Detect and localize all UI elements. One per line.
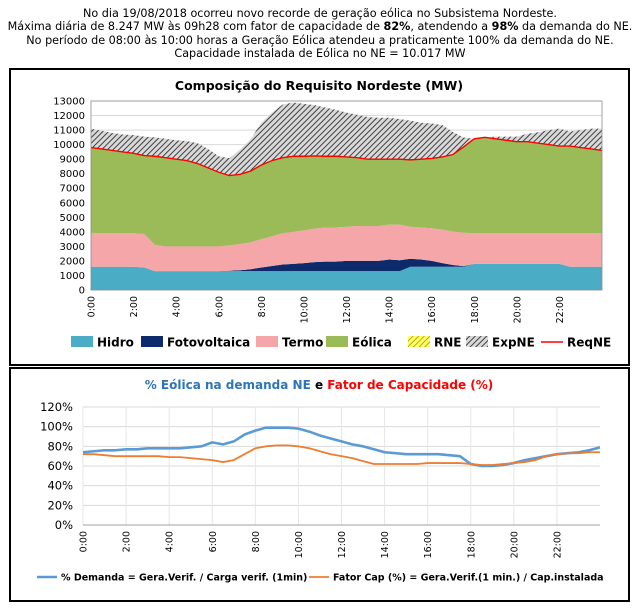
y-tick-label: 13000	[53, 97, 85, 108]
area-hidro	[91, 263, 602, 290]
y-tick-label: 40%	[47, 479, 73, 493]
x-tick-label: 16:00	[427, 296, 438, 323]
x-tick-label: 18:00	[466, 531, 477, 558]
x-tick-label: 10:00	[294, 531, 305, 558]
legend-swatch-termo	[256, 336, 278, 347]
header-line-2: Máxima diária de 8.247 MW às 09h28 com f…	[0, 20, 640, 33]
header-line-2-a: Máxima diária de 8.247 MW às 09h28 com f…	[7, 20, 384, 34]
area-elica	[91, 137, 602, 247]
x-tick-label: 10:00	[299, 296, 310, 323]
x-tick-label: 6:00	[214, 296, 225, 317]
y-tick-label: 80%	[47, 439, 73, 453]
x-tick-label: 14:00	[385, 296, 396, 323]
composition-chart-panel: Composição do Requisito Nordeste (MW) 0 10…	[9, 68, 630, 366]
legend-swatch-expne	[466, 336, 488, 347]
header-line-2-e: da demanda do NE.	[518, 20, 633, 34]
legend-swatch-hidro	[71, 336, 93, 347]
legend-label-elica: Eólica	[352, 336, 392, 350]
legend-label-rne: RNE	[434, 336, 461, 350]
x-tick-label: 12:00	[342, 296, 353, 323]
line-series-1	[83, 444, 600, 466]
y-tick-label: 0	[79, 286, 85, 297]
x-tick-label: 20:00	[509, 531, 520, 558]
x-tick-label: 2:00	[129, 296, 140, 317]
area-fotovoltaica	[91, 258, 602, 272]
header-line-1: No dia 19/08/2018 ocorreu novo recorde d…	[83, 7, 557, 20]
y-tick-label: 8000	[60, 169, 85, 180]
chart-title-part-b: e	[311, 378, 328, 392]
legend-label-hidro: Hidro	[97, 336, 134, 350]
x-tick-label: 4:00	[165, 531, 176, 552]
chart-title: Composição do Requisito Nordeste (MW)	[175, 78, 463, 93]
header-text: No dia 19/08/2018 ocorreu novo recorde d…	[0, 7, 640, 61]
y-tick-label: 10000	[53, 140, 85, 151]
y-tick-label: 12000	[53, 111, 85, 122]
y-tick-label: 2000	[60, 256, 85, 267]
y-tick-label: 7000	[60, 184, 85, 195]
x-tick-label: 8:00	[257, 296, 268, 317]
y-tick-label: 6000	[60, 198, 85, 209]
x-tick-label: 8:00	[251, 531, 262, 552]
x-tick-label: 6:00	[208, 531, 219, 552]
x-tick-label: 22:00	[555, 296, 566, 323]
x-tick-label: 14:00	[380, 531, 391, 558]
header-line-2-c: , atendendo a	[410, 20, 492, 34]
percent-chart: % Eólica na demanda NE e Fator de Capaci…	[37, 378, 604, 584]
chart-title-part-c: Fator de Capacidade (%)	[327, 378, 493, 392]
legend-swatch-fotovoltaica	[141, 336, 163, 347]
area-expne	[91, 102, 602, 176]
y-tick-label: 0%	[55, 518, 73, 532]
y-tick-label: 4000	[60, 227, 85, 238]
x-tick-label: 18:00	[470, 296, 481, 323]
demand-share-highlight: 98%	[491, 20, 519, 34]
legend-label-expne: ExpNE	[492, 336, 535, 350]
chart-title: % Eólica na demanda NE e Fator de Capaci…	[145, 378, 494, 392]
x-tick-label: 12:00	[337, 531, 348, 558]
header-line-3: No período de 08:00 às 10:00 horas a Ger…	[26, 33, 614, 47]
y-tick-label: 100%	[40, 420, 73, 434]
x-tick-label: 0:00	[79, 531, 90, 552]
x-tick-label: 16:00	[423, 531, 434, 558]
x-tick-label: 4:00	[172, 296, 183, 317]
chart-title-part-a: % Eólica na demanda NE	[145, 378, 311, 392]
y-tick-label: 5000	[60, 213, 85, 224]
x-tick-label: 22:00	[552, 531, 563, 558]
x-tick-label: 20:00	[512, 296, 523, 323]
x-tick-label: 2:00	[122, 531, 133, 552]
y-tick-label: 20%	[47, 498, 73, 512]
y-tick-label: 1000	[60, 271, 85, 282]
legend-swatch-elica	[326, 336, 348, 347]
legend-label-series-0: % Demanda = Gera.Verif. / Carga verif. (…	[61, 573, 307, 584]
area-termo	[91, 224, 602, 272]
y-tick-label: 3000	[60, 242, 85, 253]
capacity-factor-highlight: 82%	[383, 20, 411, 34]
percent-chart-panel: % Eólica na demanda NE e Fator de Capaci…	[9, 367, 630, 602]
y-tick-label: 11000	[53, 126, 85, 137]
line-reqne	[90, 136, 603, 177]
legend-label-series-1: Fator Cap (%) = Gera.Verif.(1 min.) / Ca…	[333, 573, 604, 584]
legend-label-fotovoltaica: Fotovoltaica	[167, 336, 250, 350]
legend-swatch-rne	[408, 336, 430, 347]
y-tick-label: 60%	[47, 459, 73, 473]
legend-label-termo: Termo	[282, 336, 323, 350]
y-tick-label: 120%	[40, 400, 73, 414]
y-tick-label: 9000	[60, 155, 85, 166]
composition-chart: Composição do Requisito Nordeste (MW) 0 10…	[53, 78, 611, 350]
legend-label-reqne: ReqNE	[567, 336, 611, 350]
plot-frame	[90, 100, 603, 291]
x-tick-label: 0:00	[87, 296, 98, 317]
header-line-4: Capacidade instalada de Eólica no NE = 1…	[174, 47, 466, 61]
